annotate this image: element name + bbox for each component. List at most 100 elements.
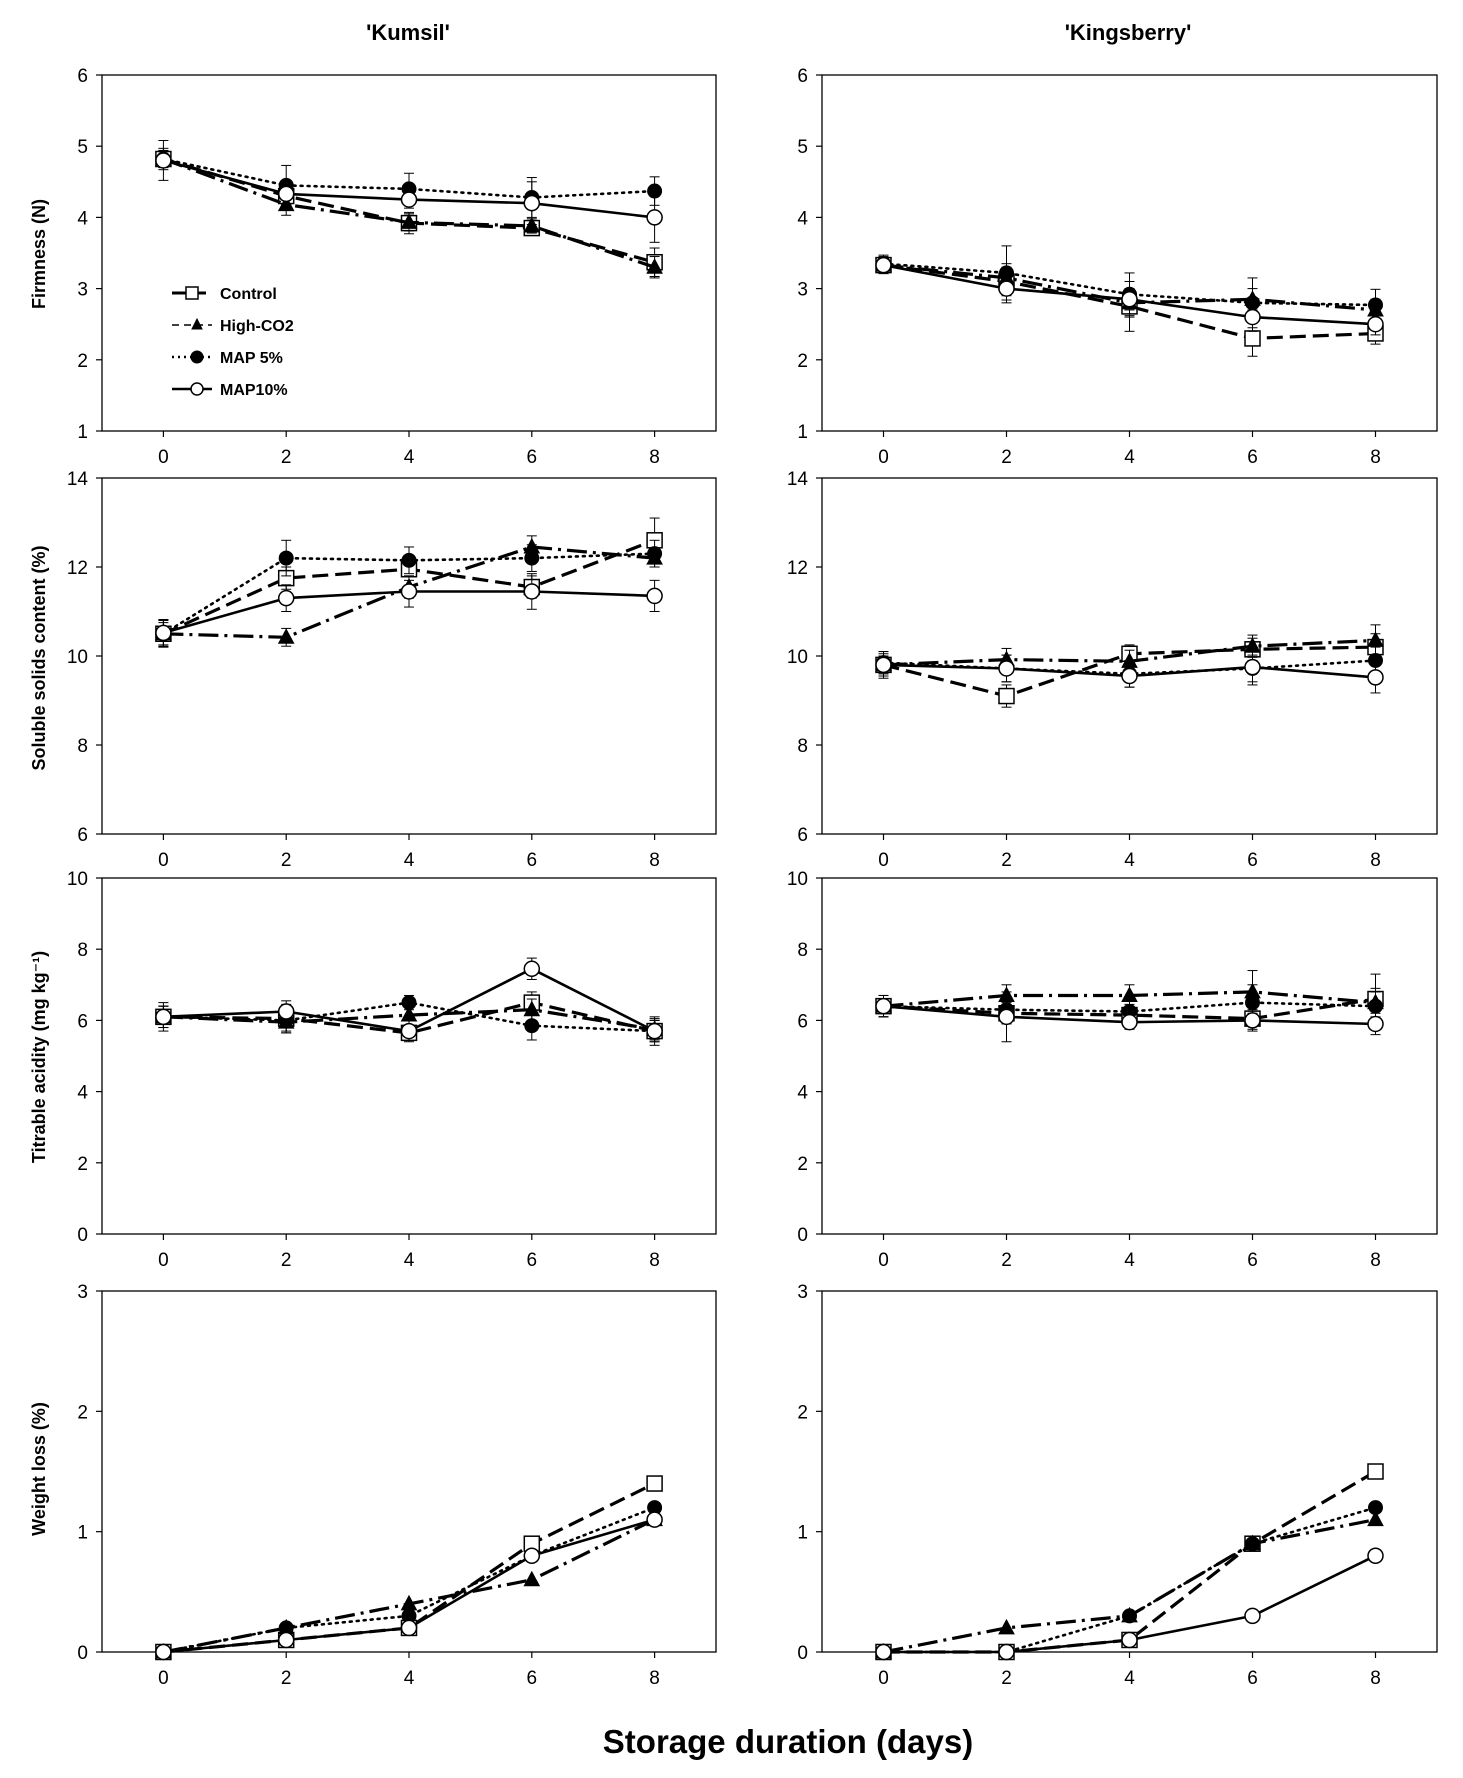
- y-tick-label: 6: [77, 1011, 88, 1032]
- x-tick-label: 4: [1124, 1668, 1135, 1689]
- data-point-map-5: [401, 995, 417, 1011]
- series-line-map-5: [882, 1506, 1377, 1654]
- plot-frame: [821, 1290, 1438, 1653]
- data-point-map10: [400, 1619, 418, 1637]
- data-point-map10: [998, 1008, 1015, 1026]
- legend-label-control: Control: [220, 286, 277, 303]
- y-tick-label: 8: [797, 940, 808, 961]
- plot-frame: [821, 877, 1438, 1235]
- data-point-map-5: [401, 552, 417, 568]
- y-tick-label: 8: [797, 736, 808, 757]
- panel-6: 0 2 4 6 8 10 0 2 4 6 8: [787, 869, 1438, 1271]
- y-tick-label: 2: [797, 1402, 808, 1423]
- data-point-map-5: [1122, 1608, 1137, 1624]
- y-tick-label: 2: [797, 351, 808, 372]
- x-tick-label: 0: [878, 447, 889, 468]
- data-point-map10: [646, 1511, 663, 1528]
- x-tick-label: 0: [158, 447, 169, 468]
- data-point-map10: [875, 256, 892, 274]
- data-point-map10: [400, 583, 418, 600]
- x-tick-label: 6: [527, 850, 538, 871]
- plot-frame: [101, 477, 717, 835]
- series-control: [875, 1463, 1384, 1661]
- data-point-map10: [400, 191, 418, 208]
- x-tick-label: 2: [1001, 850, 1012, 871]
- x-tick-label: 4: [1124, 447, 1135, 468]
- data-point-map10: [523, 583, 541, 600]
- x-tick-label: 2: [281, 447, 292, 468]
- x-tick-label: 2: [1001, 1250, 1012, 1271]
- data-point-map10: [998, 280, 1015, 297]
- column-title-kumsil: 'Kumsil': [366, 20, 450, 45]
- data-point-map10: [155, 1643, 172, 1661]
- data-point-control: [1367, 1463, 1384, 1480]
- data-point-high-co2: [400, 213, 418, 229]
- x-tick-label: 0: [158, 1668, 169, 1689]
- y-tick-label: 3: [77, 1282, 88, 1303]
- legend-marker-map10: [190, 382, 204, 396]
- legend-marker-control: [185, 286, 199, 300]
- x-axis-title: Storage duration (days): [603, 1723, 973, 1760]
- data-point-map10: [277, 1631, 295, 1649]
- data-point-control: [998, 687, 1015, 705]
- series-map-5: [155, 539, 663, 648]
- data-point-map-5: [1245, 1536, 1260, 1552]
- data-point-map10: [1244, 308, 1261, 326]
- x-tick-label: 4: [404, 1668, 415, 1689]
- data-point-map10: [1121, 667, 1138, 685]
- x-tick-label: 6: [1247, 1668, 1258, 1689]
- y-tick-label: 2: [77, 1402, 88, 1423]
- y-tick-label: 4: [797, 208, 808, 229]
- series-line-map-5: [162, 1506, 656, 1654]
- legend-marker-map5: [190, 350, 204, 364]
- x-tick-label: 6: [1247, 850, 1258, 871]
- data-point-map10: [998, 1643, 1015, 1661]
- x-tick-label: 8: [1370, 1668, 1381, 1689]
- data-point-map10: [1367, 669, 1384, 686]
- series-high-co2: [155, 149, 663, 279]
- x-tick-label: 8: [1370, 850, 1381, 871]
- data-point-map-5: [1245, 995, 1260, 1011]
- data-point-map10: [1121, 1013, 1138, 1031]
- x-tick-label: 2: [1001, 447, 1012, 468]
- data-point-map10: [875, 656, 892, 674]
- data-point-map10: [1367, 315, 1384, 333]
- y-tick-label: 5: [77, 137, 88, 158]
- y-tick-label: 4: [797, 1083, 808, 1104]
- y-tick-label: 6: [797, 1011, 808, 1032]
- series-line-control: [883, 263, 1376, 340]
- x-tick-label: 4: [1124, 1250, 1135, 1271]
- series-map-5: [876, 245, 1383, 329]
- legend-item-map5: MAP 5%: [172, 350, 283, 367]
- y-tick-label: 0: [797, 1643, 808, 1664]
- y-tick-label: 0: [797, 1225, 808, 1246]
- data-point-high-co2: [1367, 1510, 1384, 1527]
- data-point-map10: [523, 194, 541, 212]
- x-tick-label: 2: [281, 1250, 292, 1271]
- data-point-map10: [1367, 1547, 1384, 1564]
- data-point-map-5: [524, 1018, 540, 1034]
- x-tick-label: 6: [1247, 1250, 1258, 1271]
- series-map10: [875, 1547, 1384, 1661]
- data-point-map10: [1244, 658, 1261, 676]
- data-point-high-co2: [998, 1618, 1015, 1635]
- y-tick-label: 8: [77, 940, 88, 961]
- y-tick-label: 1: [77, 1523, 88, 1544]
- y-tick-label: 8: [77, 736, 88, 757]
- y-tick-label: 4: [77, 208, 88, 229]
- series-line-control: [883, 997, 1376, 1021]
- x-tick-label: 2: [1001, 1668, 1012, 1689]
- x-tick-label: 8: [649, 1250, 660, 1271]
- data-point-map10: [155, 624, 172, 642]
- legend-label-map5: MAP 5%: [220, 350, 283, 367]
- y-tick-label: 6: [797, 825, 808, 846]
- y-tick-label: 6: [77, 825, 88, 846]
- data-point-map10: [1244, 1607, 1261, 1625]
- y-tick-label: 12: [787, 558, 808, 579]
- y-tick-label: 3: [797, 280, 808, 301]
- series-map10: [155, 957, 663, 1046]
- panel-5: 0 2 4 6 8 10 0 2 4 6 8: [67, 869, 717, 1271]
- y-tick-label: 2: [797, 1154, 808, 1175]
- data-point-map10: [523, 960, 541, 978]
- panel-2: 1 2 3 4 5 6 0 2 4 6 8: [797, 66, 1438, 468]
